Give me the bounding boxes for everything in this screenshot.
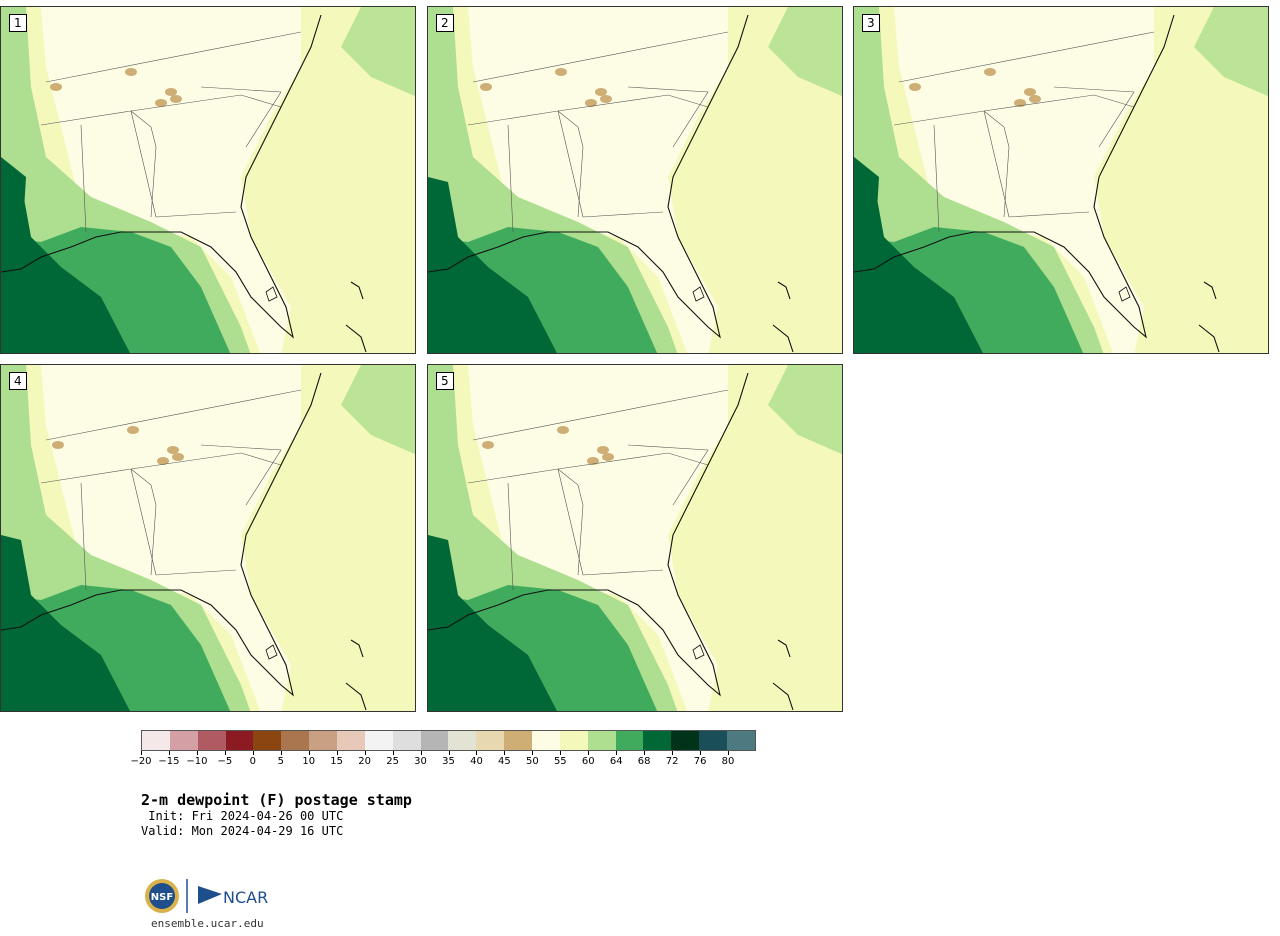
panel-label: 2 <box>436 14 454 32</box>
colorbar-swatch <box>309 731 338 750</box>
colorbar-tick <box>644 751 646 755</box>
colorbar-swatch <box>587 731 616 750</box>
colorbar-ticks: −20 −15 −10 −5 0 5 10 15 20 25 30 35 40 45 50 55 60 64 68 7… <box>130 751 756 771</box>
colorbar-swatch <box>727 731 755 750</box>
colorbar-tick <box>168 751 170 755</box>
colorbar-swatch <box>197 731 226 750</box>
nsf-logo-text: NSF <box>151 892 173 903</box>
colorbar-swatch <box>504 731 533 750</box>
ncar-logo-text: NCAR <box>223 888 268 907</box>
colorbar-tick-label: −10 <box>186 756 208 767</box>
colorbar-tick-label: 30 <box>414 756 427 767</box>
colorbar-tick-label: 0 <box>249 756 256 767</box>
colorbar-tick-label: 20 <box>358 756 371 767</box>
colorbar-tick <box>420 751 422 755</box>
colorbar-swatch <box>699 731 728 750</box>
colorbar-tick-label: −5 <box>217 756 233 767</box>
colorbar-tick-label: 76 <box>693 756 707 767</box>
colorbar-tick-label: 5 <box>277 756 284 767</box>
dewpoint-map <box>1 365 415 711</box>
site-url: ensemble.ucar.edu <box>151 917 264 930</box>
valid-time: Valid: Mon 2024-04-29 16 UTC <box>141 824 344 838</box>
colorbar-tick-label: −15 <box>158 756 180 767</box>
colorbar-tick <box>616 751 618 755</box>
colorbar-tick-label: 25 <box>386 756 399 767</box>
colorbar-tick <box>532 751 534 755</box>
map-panel-1: 1 <box>0 6 416 354</box>
map-panel-3: 3 <box>853 6 1269 354</box>
colorbar-tick-label: 60 <box>581 756 595 767</box>
colorbar-tick-label: 45 <box>498 756 511 767</box>
colorbar-tick-label: 50 <box>525 756 539 767</box>
colorbar-tick <box>141 751 142 755</box>
colorbar-tick-label: 64 <box>609 756 623 767</box>
colorbar-tick <box>280 751 282 755</box>
colorbar-swatch <box>392 731 421 750</box>
colorbar-swatch <box>169 731 198 750</box>
colorbar-swatch <box>337 731 365 750</box>
colorbar-tick <box>392 751 394 755</box>
colorbar-tick <box>448 751 450 755</box>
panel-label: 3 <box>862 14 880 32</box>
colorbar-tick-label: 80 <box>721 756 735 767</box>
colorbar-swatch <box>364 731 393 750</box>
colorbar-tick <box>196 751 198 755</box>
colorbar-swatch <box>671 731 700 750</box>
map-panel-5: 5 <box>427 364 843 712</box>
dewpoint-map <box>428 365 842 711</box>
colorbar-swatch <box>643 731 672 750</box>
nsf-logo: NSF <box>145 879 179 913</box>
colorbar-swatch <box>559 731 588 750</box>
colorbar-tick-label: 40 <box>470 756 483 767</box>
colorbar-tick <box>700 751 702 755</box>
colorbar-swatch <box>476 731 505 750</box>
colorbar-swatch <box>281 731 310 750</box>
colorbar-swatch <box>615 731 644 750</box>
panel-label: 5 <box>436 372 454 390</box>
colorbar-tick <box>308 751 310 755</box>
colorbar-tick-label: 72 <box>665 756 679 767</box>
dewpoint-map <box>854 7 1268 353</box>
colorbar-tick <box>588 751 590 755</box>
colorbar-tick-label: −20 <box>130 756 152 767</box>
colorbar-tick <box>224 751 226 755</box>
dewpoint-map <box>1 7 415 353</box>
colorbar-swatch <box>142 731 170 750</box>
colorbar-tick-label: 10 <box>302 756 316 767</box>
colorbar-tick <box>476 751 478 755</box>
map-panel-2: 2 <box>427 6 843 354</box>
panel-label: 4 <box>9 372 27 390</box>
colorbar-swatch <box>253 731 282 750</box>
colorbar-tick <box>672 751 674 755</box>
colorbar-swatch <box>448 731 477 750</box>
colorbar-tick <box>728 751 730 755</box>
colorbar-tick <box>252 751 254 755</box>
colorbar-tick-label: 35 <box>442 756 455 767</box>
colorbar-tick-label: 68 <box>637 756 651 767</box>
map-panel-4: 4 <box>0 364 416 712</box>
dewpoint-map <box>428 7 842 353</box>
colorbar-tick <box>336 751 338 755</box>
colorbar-tick <box>504 751 506 755</box>
colorbar <box>141 730 756 751</box>
colorbar-swatch <box>225 731 254 750</box>
colorbar-tick <box>560 751 562 755</box>
colorbar-swatch <box>420 731 449 750</box>
chart-title: 2-m dewpoint (F) postage stamp <box>141 791 412 809</box>
ncar-logo: NCAR <box>198 886 268 907</box>
colorbar-tick-label: 15 <box>330 756 344 767</box>
colorbar-tick-label: 55 <box>553 756 567 767</box>
init-time: Init: Fri 2024-04-26 00 UTC <box>141 809 344 823</box>
logos: NSF NCAR <box>144 876 274 916</box>
colorbar-tick <box>364 751 366 755</box>
panel-label: 1 <box>9 14 27 32</box>
colorbar-swatch <box>532 731 560 750</box>
